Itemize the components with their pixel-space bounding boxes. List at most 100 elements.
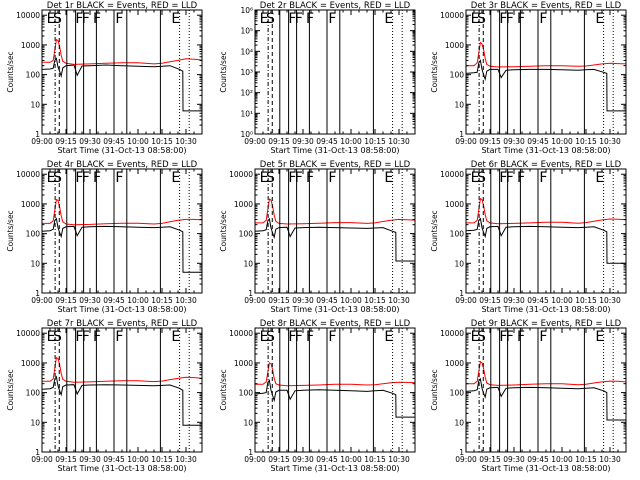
marker-letter: S [266,329,275,345]
y-tick-label: 1 [35,130,40,139]
series-line-lld [466,360,626,386]
marker-letter: F [115,170,123,186]
x-tick-label: 09:00 [455,296,477,305]
x-tick-label: 09:30 [79,296,101,305]
y-tick-label: 1000 [445,359,464,368]
marker-letter: E [171,11,180,27]
y-tick-label: 100 [239,389,254,398]
series-line-lld [466,197,626,225]
y-tick-label: 1000 [445,41,464,50]
marker-letter: F [288,170,296,186]
marker-letter: E [260,11,269,27]
x-tick-label: 10:30 [599,296,621,305]
marker-letter: F [328,11,336,27]
series-line-lld [255,362,415,387]
marker-letter: S [266,11,275,27]
x-axis-label: Start Time (31-Oct-13 08:58:00) [481,464,610,473]
x-axis-label: Start Time (31-Oct-13 08:58:00) [481,305,610,314]
y-tick-label: 10000 [229,170,253,179]
x-tick-label: 09:00 [244,137,266,146]
y-tick-label: 1 [459,448,464,457]
x-axis-label: Start Time (31-Oct-13 08:58:00) [481,146,610,155]
y-tick-label: 10 [454,418,464,427]
x-tick-label: 09:15 [268,137,290,146]
y-tick-label: 1 [35,289,40,298]
x-tick-label: 09:00 [31,455,53,464]
marker-letter: F [328,329,336,345]
x-axis-label: Start Time (31-Oct-13 08:58:00) [270,464,399,473]
marker-letter: F [506,329,514,345]
y-tick-label: 100 [26,71,41,80]
x-tick-label: 09:00 [244,296,266,305]
x-tick-label: 09:30 [79,455,101,464]
marker-letter: F [539,329,547,345]
y-tick-label: 1000 [21,359,40,368]
x-tick-label: 09:15 [268,455,290,464]
y-tick-label: 10 [243,259,253,268]
x-tick-label: 10:00 [127,455,149,464]
marker-letter: F [539,11,547,27]
y-tick-label: 10000 [16,11,40,20]
panel-title: Det 3r BLACK = Events, RED = LLD [471,1,622,11]
y-tick-label: 100 [239,230,254,239]
marker-letter: F [506,11,514,27]
y-axis-label: Counts/sec [219,210,228,251]
marker-letter: E [471,329,480,345]
x-tick-label: 09:00 [31,137,53,146]
series-line-lld [466,41,626,68]
marker-letter: F [295,170,303,186]
marker-letter: E [260,329,269,345]
x-tick-label: 09:45 [527,296,549,305]
x-tick-label: 09:00 [455,137,477,146]
series-line-lld [42,198,202,226]
x-tick-label: 10:15 [575,455,597,464]
y-tick-label: 10000 [229,329,253,338]
x-tick-label: 09:45 [316,455,338,464]
x-tick-label: 10:15 [364,296,386,305]
marker-letter: E [260,170,269,186]
y-tick-label: 1 [248,289,253,298]
marker-letter: F [499,329,507,345]
x-tick-label: 09:45 [103,296,125,305]
marker-letter: E [384,170,393,186]
x-axis-label: Start Time (31-Oct-13 08:58:00) [57,464,186,473]
y-tick-label: 10⁴ [240,47,253,56]
x-tick-label: 09:15 [55,296,77,305]
marker-letter: F [93,329,101,345]
x-tick-label: 09:15 [55,455,77,464]
marker-letter: F [295,11,303,27]
marker-letter: S [53,329,62,345]
x-tick-label: 10:00 [127,296,149,305]
x-tick-label: 10:30 [175,137,197,146]
marker-letter: F [306,329,314,345]
x-tick-label: 09:00 [31,296,53,305]
x-tick-label: 09:30 [503,137,525,146]
y-axis-label: Counts/sec [6,51,15,92]
marker-letter: F [75,170,83,186]
x-tick-label: 09:00 [455,455,477,464]
y-tick-label: 10000 [440,329,464,338]
x-tick-label: 10:30 [388,296,410,305]
marker-letter: F [75,11,83,27]
y-tick-label: 1000 [21,200,40,209]
x-tick-label: 09:15 [268,296,290,305]
marker-letter: S [477,11,486,27]
panel-title: Det 2r BLACK = Events, RED = LLD [260,1,411,11]
y-tick-label: 100 [26,389,41,398]
series-line-events [466,217,626,264]
series-line-events [466,377,626,421]
marker-letter: F [539,170,547,186]
y-tick-label: 10 [454,259,464,268]
y-tick-label: 100 [450,389,465,398]
x-tick-label: 10:00 [551,455,573,464]
x-tick-label: 10:15 [364,455,386,464]
x-tick-label: 09:45 [103,455,125,464]
x-tick-label: 10:15 [151,296,173,305]
